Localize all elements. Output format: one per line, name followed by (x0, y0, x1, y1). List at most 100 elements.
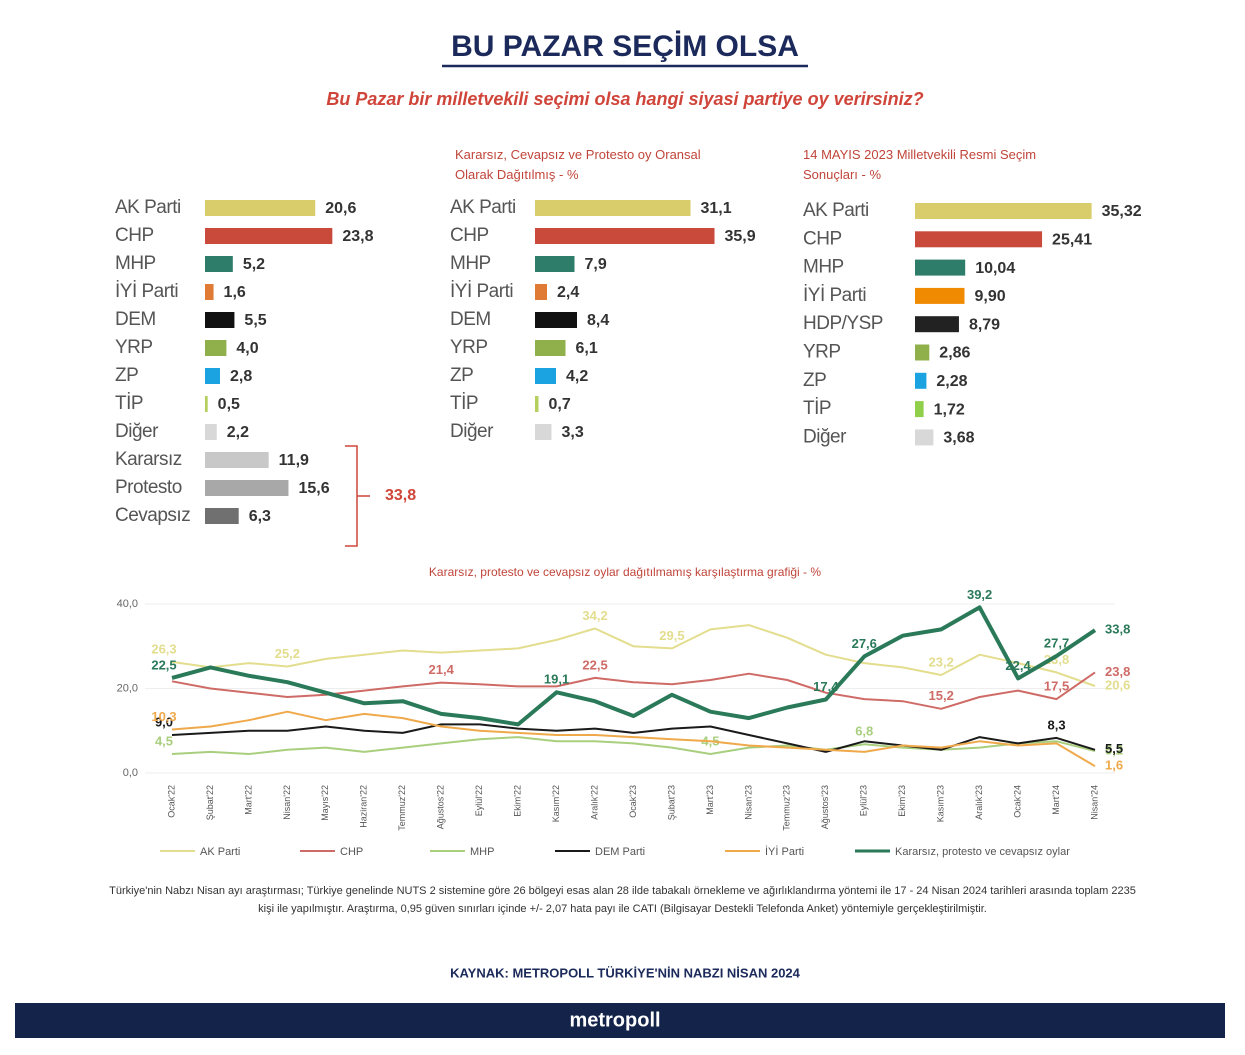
legend-label: DEM Parti (595, 846, 645, 858)
category-label: YRP (115, 337, 153, 358)
value-label: 35,32 (1102, 203, 1142, 220)
category-label: AK Parti (115, 197, 181, 218)
value-label: 8,4 (587, 312, 609, 329)
legend-label: İYİ Parti (765, 845, 804, 858)
bar (535, 256, 575, 272)
category-label: HDP/YSP (803, 313, 883, 334)
data-label: 27,7 (1044, 635, 1069, 650)
source: KAYNAK: METROPOLL TÜRKİYE'NİN NABZI NİSA… (450, 965, 801, 980)
category-label: MHP (450, 253, 491, 274)
x-tick-label: Mart'22 (243, 785, 253, 815)
data-label: 27,6 (852, 636, 877, 651)
x-tick-label: Ağustos'22 (436, 785, 446, 829)
category-label: TİP (450, 393, 478, 414)
x-tick-label: Ekim'22 (513, 785, 523, 817)
category-label: İYİ Parti (803, 285, 866, 306)
bar (535, 200, 691, 216)
data-label: 29,5 (659, 628, 684, 643)
bar (915, 287, 965, 304)
x-tick-label: Ekim'23 (897, 785, 907, 817)
legend-label: CHP (340, 846, 363, 858)
value-label: 10,04 (975, 260, 1015, 277)
data-label: 34,2 (582, 608, 607, 623)
value-label: 8,79 (969, 316, 1000, 333)
value-label: 2,4 (557, 284, 579, 301)
category-label: İYİ Parti (450, 281, 513, 302)
category-label: TİP (803, 398, 831, 419)
data-label: 8,3 (1048, 717, 1066, 732)
category-label: DEM (115, 309, 156, 330)
bar (205, 452, 269, 468)
category-label: DEM (450, 309, 491, 330)
series-line (171, 710, 1096, 768)
data-label: 23,8 (1044, 652, 1069, 667)
data-label: 5,5 (1105, 741, 1123, 756)
value-label: 3,68 (943, 430, 974, 447)
value-label: 4,0 (236, 340, 258, 357)
category-label: CHP (115, 225, 154, 246)
data-label: 5,2 (1105, 742, 1123, 757)
x-tick-label: Kasım'22 (551, 785, 561, 822)
bar (535, 424, 552, 440)
data-label: 22,5 (151, 657, 176, 672)
data-label: 22,5 (582, 657, 607, 672)
main-title: BU PAZAR SEÇİM OLSA (451, 30, 799, 63)
category-label: İYİ Parti (115, 281, 178, 302)
x-tick-label: Ağustos'23 (820, 785, 830, 829)
category-label: Kararsız (115, 449, 182, 470)
data-label: 23,2 (929, 654, 954, 669)
x-tick-label: Şubat'22 (205, 785, 215, 820)
value-label: 9,90 (975, 288, 1006, 305)
bar (915, 372, 927, 389)
bar (915, 401, 924, 418)
x-tick-label: Eylül'23 (859, 785, 869, 816)
bar (205, 508, 239, 524)
y-tick-label: 0,0 (123, 767, 138, 779)
data-label: 6,8 (855, 724, 873, 739)
bar (915, 203, 1092, 219)
x-tick-label: Nisan'24 (1089, 785, 1099, 820)
data-label: 22,4 (1005, 658, 1031, 673)
category-label: TİP (115, 393, 143, 414)
data-label: 4,5 (155, 733, 173, 748)
value-label: 35,9 (725, 228, 756, 245)
value-label: 2,8 (230, 368, 252, 385)
series-line (171, 671, 1096, 710)
bar (205, 228, 333, 244)
x-tick-label: Nisan'23 (743, 785, 753, 820)
value-label: 25,41 (1052, 232, 1092, 249)
value-label: 5,5 (244, 312, 266, 329)
x-tick-label: Mart'24 (1051, 785, 1061, 815)
bar (535, 228, 715, 244)
subtitle: Bu Pazar bir milletvekili seçimi olsa ha… (326, 89, 923, 109)
category-label: ZP (450, 365, 473, 386)
value-label: 23,8 (342, 228, 373, 245)
data-label: 17,5 (1044, 679, 1069, 694)
x-tick-label: Aralık'23 (974, 785, 984, 820)
value-label: 15,6 (298, 480, 329, 497)
line-chart-title: Kararsız, protesto ve cevapsız oylar dağ… (429, 565, 821, 579)
x-tick-label: Temmuz'22 (397, 785, 407, 831)
category-label: Diğer (450, 421, 494, 442)
category-label: AK Parti (450, 197, 516, 218)
bar (535, 312, 577, 328)
value-label: 0,5 (218, 396, 240, 413)
data-label: 25,2 (275, 646, 300, 661)
data-label: 21,4 (429, 662, 455, 677)
bar (915, 344, 930, 361)
value-label: 5,2 (243, 256, 265, 273)
value-label: 6,3 (249, 508, 271, 525)
bar (205, 312, 235, 328)
x-tick-label: Ocak'24 (1012, 785, 1022, 818)
category-label: MHP (115, 253, 156, 274)
y-tick-label: 40,0 (117, 598, 138, 610)
legend-label: Kararsız, protesto ve cevapsız oylar (895, 846, 1070, 858)
data-label: 26,3 (151, 641, 176, 656)
y-tick-label: 20,0 (117, 682, 138, 694)
bar (535, 340, 566, 356)
data-label: 23,8 (1105, 664, 1130, 679)
series-line (171, 624, 1096, 687)
